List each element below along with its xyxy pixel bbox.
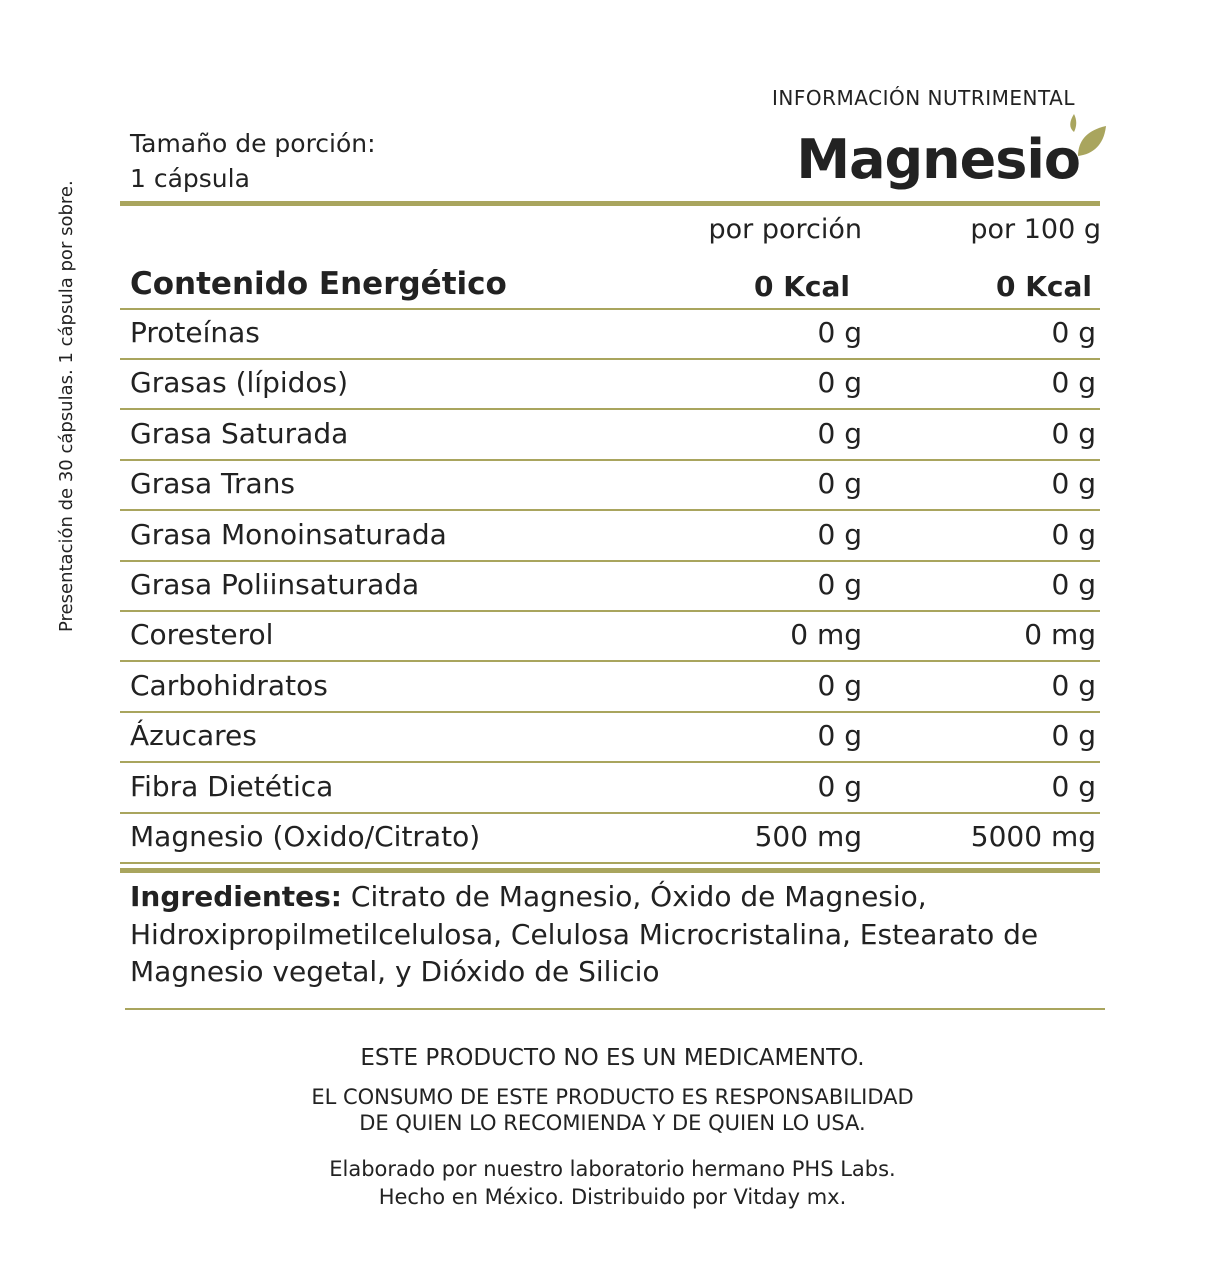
nutrient-row: Fibra Dietética 0 g 0 g xyxy=(120,764,1100,814)
per-100g-value: 0 g xyxy=(1051,416,1097,450)
nutrient-row: Magnesio (Oxido/Citrato) 500 mg 5000 mg xyxy=(120,814,1100,864)
per-serving-value: 0 g xyxy=(817,769,863,803)
nutrient-row: Ázucares 0 g 0 g xyxy=(120,713,1100,764)
col-per-100g: por 100 g xyxy=(970,214,1101,245)
nutrient-name: Grasa Poliinsaturada xyxy=(130,568,420,601)
nutrient-row: Contenido Energético 0 Kcal 0 Kcal xyxy=(120,260,1100,310)
nutrient-name: Grasa Trans xyxy=(130,467,296,501)
nutrient-row: Grasa Trans 0 g 0 g xyxy=(120,461,1100,512)
per-serving-value: 500 mg xyxy=(754,820,862,853)
serving-label: Tamaño de porción: xyxy=(130,129,376,158)
per-serving-value: 0 g xyxy=(817,568,863,601)
nutrient-name: Ázucares xyxy=(130,719,257,753)
per-100g-value: 0 g xyxy=(1051,517,1097,551)
nutrient-row: Grasa Poliinsaturada 0 g 0 g xyxy=(120,562,1100,612)
per-serving-value: 0 g xyxy=(817,719,863,753)
per-100g-value: 0 mg xyxy=(1024,618,1096,652)
per-serving-value: 0 g xyxy=(817,467,863,501)
serving-size: Tamaño de porción: 1 cápsula xyxy=(130,126,376,196)
nutrient-name: Carbohidratos xyxy=(130,668,328,702)
nutrient-name: Grasa Monoinsaturada xyxy=(130,517,447,551)
per-serving-value: 0 g xyxy=(817,366,863,400)
responsibility-2: DE QUIEN LO RECOMIENDA Y DE QUIEN LO USA… xyxy=(359,1111,866,1135)
per-serving-value: 0 g xyxy=(817,517,863,551)
ingredients: Ingredientes: Citrato de Magnesio, Óxido… xyxy=(130,878,1120,991)
responsibility-1: EL CONSUMO DE ESTE PRODUCTO ES RESPONSAB… xyxy=(311,1085,914,1109)
nutrient-name: Coresterol xyxy=(130,618,274,652)
per-100g-value: 0 g xyxy=(1051,769,1097,803)
nutrient-row: Grasas (lípidos) 0 g 0 g xyxy=(120,360,1100,411)
per-100g-value: 0 Kcal xyxy=(995,270,1092,303)
nutrient-row: Coresterol 0 mg 0 mg xyxy=(120,612,1100,663)
nutrient-name: Proteínas xyxy=(130,316,260,349)
ingredients-label: Ingredientes: xyxy=(130,880,342,913)
per-serving-value: 0 Kcal xyxy=(753,270,850,303)
manufacturer: Elaborado por nuestro laboratorio herman… xyxy=(329,1157,896,1181)
per-100g-value: 0 g xyxy=(1051,366,1097,400)
per-100g-value: 0 g xyxy=(1051,467,1097,501)
divider xyxy=(125,1008,1105,1010)
disclaimer: ESTE PRODUCTO NO ES UN MEDICAMENTO. xyxy=(360,1045,865,1071)
nutrient-name: Grasas (lípidos) xyxy=(130,366,349,400)
top-rule xyxy=(120,201,1100,206)
per-100g-value: 0 g xyxy=(1051,316,1097,349)
per-serving-value: 0 g xyxy=(817,668,863,702)
nutrient-name: Contenido Energético xyxy=(130,266,507,302)
per-100g-value: 0 g xyxy=(1051,568,1097,601)
per-serving-value: 0 g xyxy=(817,416,863,450)
per-serving-value: 0 mg xyxy=(790,618,862,652)
per-100g-value: 0 g xyxy=(1051,668,1097,702)
nutrient-row: Proteínas 0 g 0 g xyxy=(120,310,1100,360)
nutrient-row: Grasa Saturada 0 g 0 g xyxy=(120,411,1100,461)
leaf-icon xyxy=(1070,114,1106,156)
col-per-serving: por porción xyxy=(708,214,862,245)
nutrient-name: Magnesio (Oxido/Citrato) xyxy=(130,820,481,853)
ingredients-text: Citrato de Magnesio, Óxido de Magnesio, … xyxy=(130,880,1039,988)
info-title: INFORMACIÓN NUTRIMENTAL xyxy=(772,86,1075,110)
nutrient-row: Grasa Monoinsaturada 0 g 0 g xyxy=(120,512,1100,562)
per-100g-value: 0 g xyxy=(1051,719,1097,753)
per-serving-value: 0 g xyxy=(817,316,863,349)
nutrient-name: Fibra Dietética xyxy=(130,769,334,803)
serving-value: 1 cápsula xyxy=(130,164,250,193)
bottom-rule xyxy=(120,868,1100,873)
nutrient-name: Grasa Saturada xyxy=(130,416,349,450)
per-100g-value: 5000 mg xyxy=(970,820,1096,853)
origin: Hecho en México. Distribuido por Vitday … xyxy=(378,1185,847,1209)
product-name: Magnesio xyxy=(796,128,1081,191)
nutrient-row: Carbohidratos 0 g 0 g xyxy=(120,663,1100,713)
presentation-text: Presentación de 30 cápsulas. 1 cápsula p… xyxy=(56,180,77,632)
